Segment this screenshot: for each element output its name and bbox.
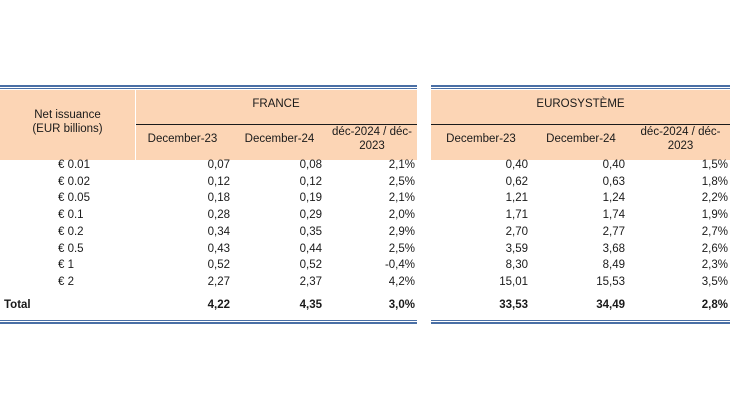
table-cell: 0,07 <box>207 159 230 171</box>
table-cell: 2,5% <box>388 176 415 188</box>
col-change: déc-2024 / déc- 2023 <box>332 126 412 152</box>
table-cell: 1,24 <box>602 192 625 204</box>
header-band <box>431 90 730 160</box>
table-cell: 3,68 <box>602 243 625 255</box>
top-rule <box>0 85 417 87</box>
table-cell: 2,2% <box>701 192 728 204</box>
total-cell: 2,8% <box>701 299 728 311</box>
table-cell: 0,34 <box>207 226 230 238</box>
table-cell: 0,12 <box>299 176 322 188</box>
table-cell: 3,5% <box>701 276 728 288</box>
group-underline <box>431 124 730 125</box>
top-rule-thin <box>0 88 417 89</box>
table-cell: 8,49 <box>602 259 625 271</box>
total-cell: 4,22 <box>207 299 230 311</box>
bottom-rule <box>0 322 417 324</box>
table-cell: 4,2% <box>388 276 415 288</box>
total-cell: 33,53 <box>499 299 528 311</box>
table-cell: 2,27 <box>207 276 230 288</box>
table-cell: 0,63 <box>602 176 625 188</box>
table-cell: 0,29 <box>299 209 322 221</box>
table-cell: 1,74 <box>602 209 625 221</box>
col-dec23: December-23 <box>446 133 516 145</box>
table-cell: 0,43 <box>207 243 230 255</box>
table-cell: 15,01 <box>499 276 528 288</box>
table-cell: 0,35 <box>299 226 322 238</box>
table-cell: 1,8% <box>701 176 728 188</box>
table-cell: 1,9% <box>701 209 728 221</box>
col-dec23: December-23 <box>147 133 218 145</box>
total-cell: 3,0% <box>388 299 415 311</box>
row-label: € 0.05 <box>58 192 90 204</box>
table-cell: 0,40 <box>505 159 528 171</box>
table-cell: 0,19 <box>299 192 322 204</box>
row-label: € 0.02 <box>58 176 90 188</box>
table-cell: 0,62 <box>505 176 528 188</box>
total-cell: 34,49 <box>596 299 625 311</box>
bottom-rule-thin <box>0 320 417 321</box>
table-cell: 0,40 <box>602 159 625 171</box>
bottom-rule <box>431 322 730 324</box>
eurosystem-header: EUROSYSTÈME <box>536 98 625 110</box>
row-label: € 1 <box>58 259 74 271</box>
table-cell: 2,70 <box>505 226 528 238</box>
table-cell: 0,52 <box>299 259 322 271</box>
row-label-header: Net issuance (EUR billions) <box>32 109 103 135</box>
table-cell: 0,44 <box>299 243 322 255</box>
row-label: € 2 <box>58 276 74 288</box>
col-change: déc-2024 / déc- 2023 <box>640 126 721 152</box>
table-cell: -0,4% <box>384 259 415 271</box>
total-cell: 4,35 <box>299 299 322 311</box>
table-cell: 2,3% <box>701 259 728 271</box>
table-cell: 2,1% <box>388 159 415 171</box>
row-label: € 0.5 <box>58 243 84 255</box>
table-cell: 2,1% <box>388 192 415 204</box>
top-rule <box>431 85 730 87</box>
top-rule-thin <box>431 88 730 89</box>
table-cell: 0,08 <box>299 159 322 171</box>
bottom-rule-thin <box>431 320 730 321</box>
table-cell: 3,59 <box>505 243 528 255</box>
table-cell: 2,6% <box>701 243 728 255</box>
table-cell: 8,30 <box>505 259 528 271</box>
col-dec24: December-24 <box>546 133 616 145</box>
table-cell: 2,5% <box>388 243 415 255</box>
table-cell: 2,0% <box>388 209 415 221</box>
total-label: Total <box>4 299 31 311</box>
table-cell: 0,18 <box>207 192 230 204</box>
table-cell: 2,9% <box>388 226 415 238</box>
row-label: € 0.01 <box>58 159 90 171</box>
table-cell: 0,52 <box>207 259 230 271</box>
table-cell: 15,53 <box>596 276 625 288</box>
col-dec24: December-24 <box>244 133 315 145</box>
table-cell: 1,21 <box>505 192 528 204</box>
row-label: € 0.1 <box>58 209 84 221</box>
header-band <box>0 90 417 160</box>
table-cell: 0,28 <box>207 209 230 221</box>
table-cell: 0,12 <box>207 176 230 188</box>
table-cell: 2,77 <box>602 226 625 238</box>
france-header: FRANCE <box>252 98 300 110</box>
table-cell: 2,7% <box>701 226 728 238</box>
group-underline <box>135 124 417 125</box>
table-cell: 1,5% <box>701 159 728 171</box>
table-cell: 2,37 <box>299 276 322 288</box>
row-label: € 0.2 <box>58 226 84 238</box>
table-cell: 1,71 <box>505 209 528 221</box>
